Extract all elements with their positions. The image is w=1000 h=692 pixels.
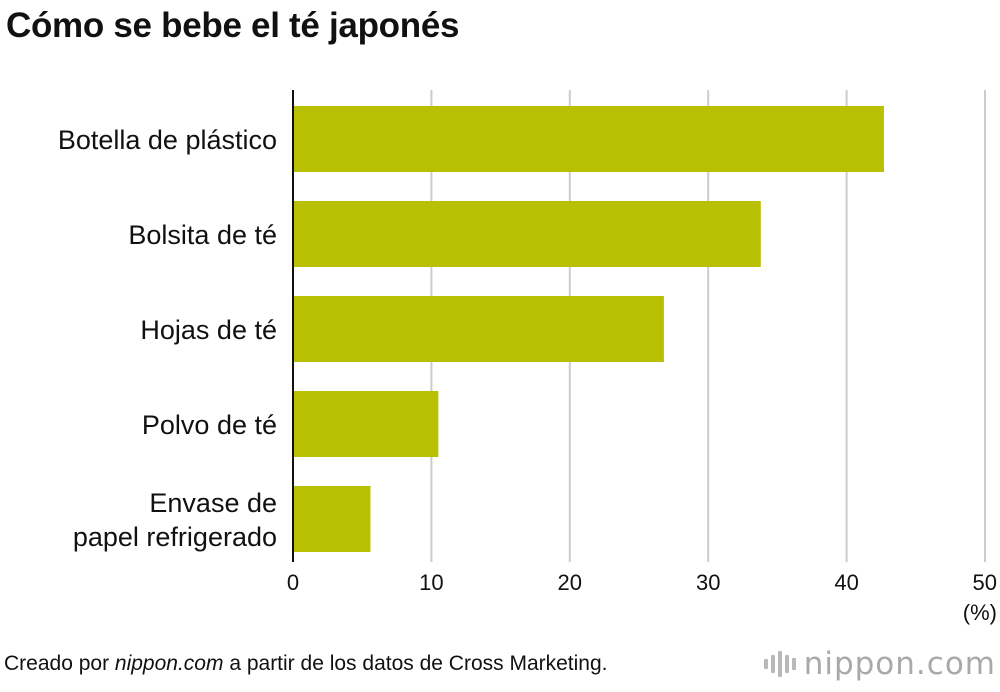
category-labels: Botella de plástico Bolsita de té Hojas de… bbox=[58, 125, 277, 552]
chart-title: Cómo se bebe el té japonés bbox=[6, 6, 460, 45]
bar bbox=[293, 296, 664, 362]
bar bbox=[293, 391, 439, 457]
source-credit: Creado por nippon.com a partir de los da… bbox=[4, 652, 608, 676]
brand-logo: nippon.com bbox=[763, 646, 996, 682]
bar bbox=[293, 106, 884, 172]
source-site: nippon.com bbox=[114, 652, 224, 675]
category-label: Envase de bbox=[149, 488, 277, 518]
source-suffix: a partir de los datos de Cross Marketing… bbox=[223, 652, 608, 675]
x-axis-tick-labels: 0 10 20 30 40 50 bbox=[287, 570, 997, 595]
x-tick-label: 0 bbox=[287, 570, 299, 595]
brand-tld: com bbox=[926, 646, 996, 682]
x-tick-label: 40 bbox=[834, 570, 858, 595]
bar-chart: Botella de plástico Bolsita de té Hojas de… bbox=[58, 90, 997, 625]
category-label: Botella de plástico bbox=[58, 125, 277, 155]
x-tick-label: 10 bbox=[419, 570, 443, 595]
category-label: Hojas de té bbox=[140, 315, 277, 345]
brand-name: nippon bbox=[803, 646, 916, 682]
bar bbox=[293, 201, 761, 267]
x-tick-label: 20 bbox=[558, 570, 582, 595]
x-tick-label: 30 bbox=[696, 570, 720, 595]
brand-wordmark: nippon.com bbox=[804, 646, 996, 682]
category-label: Bolsita de té bbox=[128, 220, 277, 250]
nippon-waveform-logo-icon bbox=[763, 649, 796, 679]
category-label: papel refrigerado bbox=[73, 522, 277, 552]
x-tick-label: 50 bbox=[973, 570, 997, 595]
source-prefix: Creado por bbox=[4, 652, 115, 675]
x-axis-unit-label: (%) bbox=[963, 600, 997, 625]
category-label: Polvo de té bbox=[142, 410, 277, 440]
brand-dot: . bbox=[915, 646, 927, 682]
bars bbox=[293, 106, 884, 552]
bar bbox=[293, 486, 371, 552]
